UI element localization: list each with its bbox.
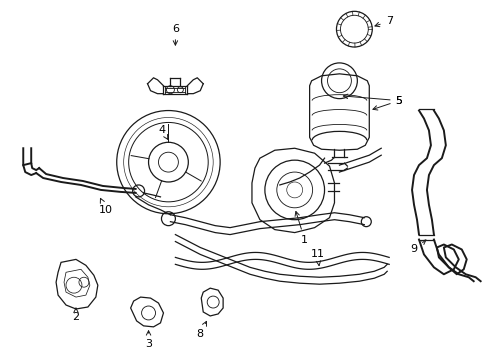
Text: 5: 5: [343, 94, 402, 105]
Text: 8: 8: [196, 321, 206, 339]
Text: 10: 10: [99, 198, 113, 215]
Text: 6: 6: [172, 24, 179, 45]
Text: 5: 5: [372, 96, 402, 110]
Text: 11: 11: [310, 249, 324, 266]
Text: 7: 7: [374, 16, 392, 27]
Text: 4: 4: [159, 125, 167, 139]
Text: 3: 3: [145, 331, 152, 349]
Text: 2: 2: [72, 308, 80, 322]
Text: 1: 1: [294, 211, 307, 244]
Text: 9: 9: [409, 240, 425, 255]
